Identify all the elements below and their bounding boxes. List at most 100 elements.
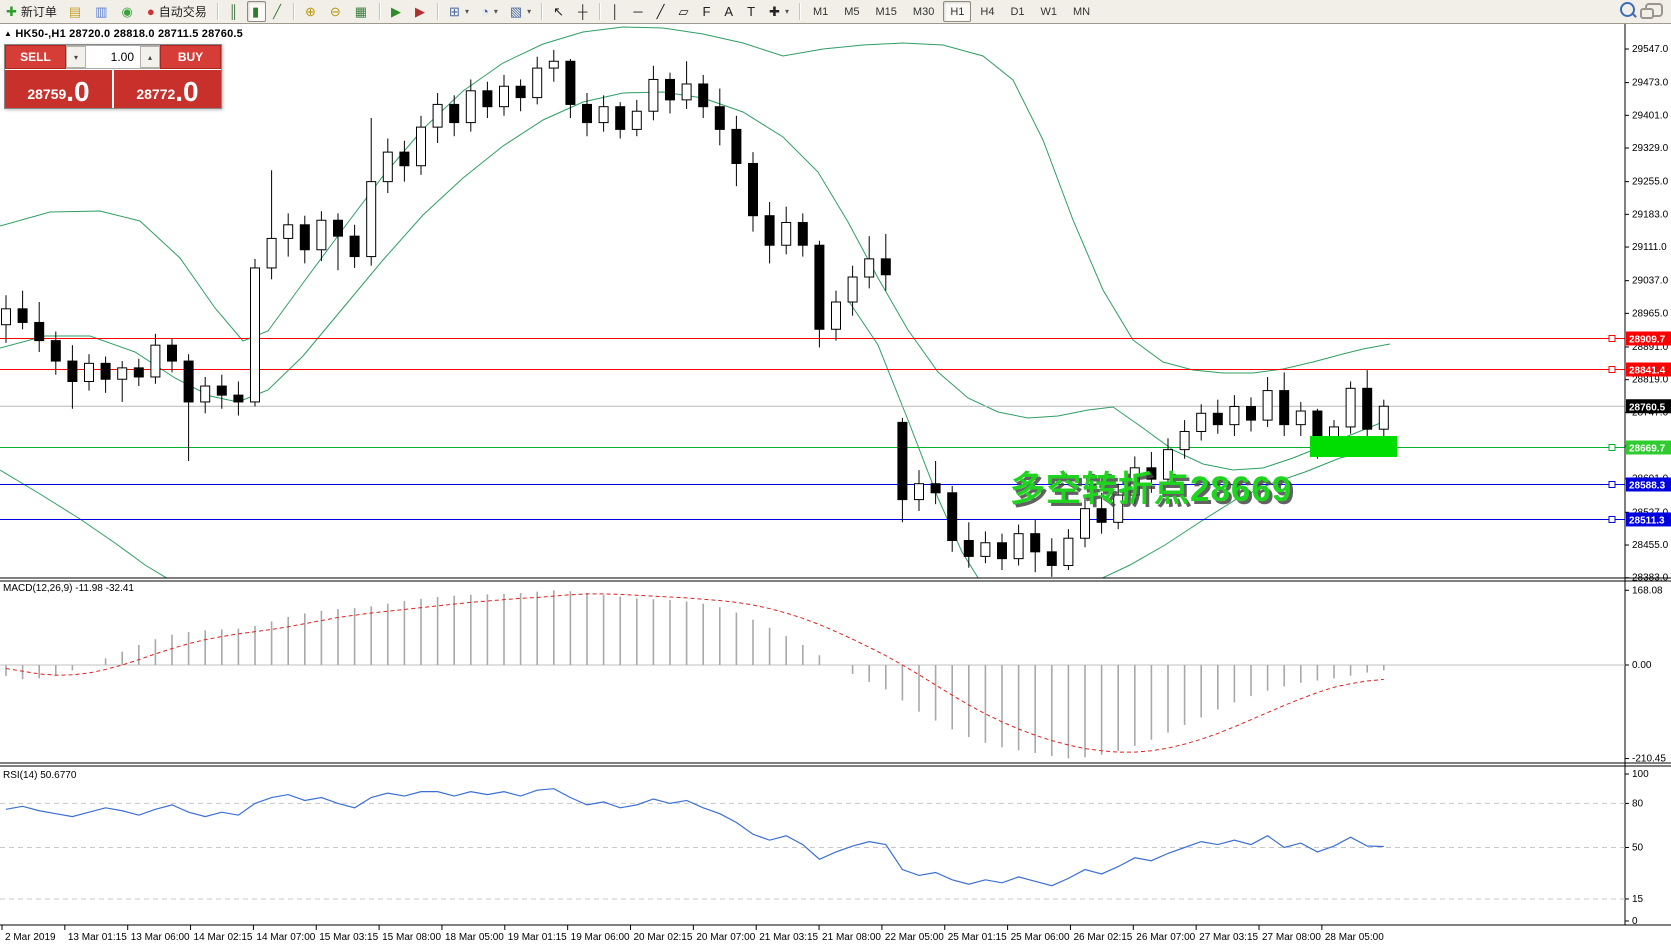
rsi-axis-label: 50 [1632, 843, 1644, 854]
cursor-button[interactable]: ↖ [548, 1, 571, 22]
buy-button[interactable]: BUY [160, 45, 221, 69]
line-handle[interactable] [1608, 334, 1616, 342]
fibonacci-button[interactable]: F [697, 1, 717, 22]
candle-body [250, 267, 260, 403]
autotrade-button[interactable]: ● 自动交易 [142, 1, 212, 22]
candle-body [1030, 533, 1041, 553]
chart-canvas[interactable]: 29547.0 29473.0 29401.0 29329.0 29255.0 29183… [0, 24, 1671, 949]
chevron-down-icon[interactable]: ▾ [784, 7, 789, 16]
candle-body [1163, 449, 1173, 480]
tile-windows-icon: ▦ [354, 4, 368, 19]
search-icon[interactable] [1620, 2, 1635, 17]
chart-window[interactable]: 29547.0 29473.0 29401.0 29329.0 29255.0 29183… [0, 24, 1671, 949]
time-axis-label: 13 Mar 06:00 [131, 932, 190, 943]
line-handle[interactable] [1608, 515, 1616, 523]
bar-chart-button[interactable]: ║ [224, 1, 245, 22]
candle-body [50, 340, 61, 362]
candle-body [316, 219, 327, 251]
green-rect-object[interactable] [1310, 436, 1397, 457]
chevron-down-icon[interactable]: ▾ [493, 7, 498, 16]
buy-price-box[interactable]: 28772.0 [114, 70, 221, 108]
price-tick-label: 29183.0 [1632, 209, 1669, 220]
timeframe-button-w1[interactable]: W1 [1040, 5, 1058, 18]
symbol-ohlc-text: HK50-,H1 28720.0 28818.0 28711.5 28760.5 [15, 28, 243, 40]
main-pane[interactable] [0, 26, 1625, 581]
candle-body [382, 151, 393, 183]
candle-body [548, 60, 559, 69]
profiles-button[interactable]: ▤ [64, 1, 88, 22]
zoom-in-button[interactable]: ⊕ [300, 1, 323, 22]
candle-body [84, 362, 94, 383]
volume-up-button[interactable]: ▴ [140, 46, 160, 68]
timeframe-button-mn[interactable]: MN [1073, 5, 1091, 18]
templates-button[interactable]: ▧ ▾ [505, 1, 536, 22]
chart-shift-button[interactable]: ▶ [410, 1, 432, 22]
hline-button[interactable]: ─ [628, 1, 649, 22]
trendline-button[interactable]: ╱ [652, 1, 672, 22]
new-chart-button[interactable]: ⊞ ▾ [444, 1, 474, 22]
line-chart-button[interactable]: ╱ [268, 1, 288, 22]
signals-button[interactable]: ◉ [117, 1, 140, 22]
volume-stepper[interactable]: ▾ 1.00 ▴ [66, 45, 160, 69]
one-click-trade-panel[interactable]: SELL ▾ 1.00 ▴ BUY 28759.0 28772.0 [4, 44, 222, 109]
candle-body [831, 301, 841, 330]
new-order-button[interactable]: ✚ 新订单 [1, 1, 62, 22]
chevron-down-icon[interactable]: ▾ [527, 7, 532, 16]
arrows-button[interactable]: ✚ ▾ [764, 1, 794, 22]
time-axis-label: 13 Mar 01:15 [68, 932, 127, 943]
chart-text-annotation[interactable]: 多空转折点28669 [1010, 470, 1293, 509]
line-handle[interactable] [1608, 480, 1616, 488]
candle-body [897, 421, 908, 501]
arrows-icon: ✚ [769, 4, 780, 19]
candle-body [864, 258, 875, 278]
chat-icon[interactable] [1640, 2, 1663, 19]
toolbar-separator [379, 3, 382, 20]
candle-body [399, 151, 410, 167]
timeframe-button-m30[interactable]: M30 [912, 5, 935, 18]
buy-price-main: 28772 [136, 86, 176, 102]
timeframe-button-m15[interactable]: M15 [875, 5, 897, 18]
volume-value[interactable]: 1.00 [86, 46, 140, 68]
line-handle[interactable] [1608, 444, 1616, 452]
volume-down-button[interactable]: ▾ [66, 46, 86, 68]
price-tick-label: 29255.0 [1632, 177, 1669, 188]
candle-body [432, 103, 443, 128]
timeframe-button-d1[interactable]: D1 [1010, 5, 1025, 18]
fibonacci-icon: F [702, 4, 711, 19]
sell-button[interactable]: SELL [5, 45, 66, 69]
candle-body [748, 162, 758, 217]
market-watch-button[interactable]: ▥ [90, 1, 114, 22]
price-line-label-text: 28841.4 [1629, 366, 1666, 377]
channel-icon: ▱ [678, 4, 689, 19]
sell-price-box[interactable]: 28759.0 [5, 70, 112, 108]
timeframe-button-m1[interactable]: M1 [812, 5, 829, 18]
candle-body [1246, 405, 1256, 421]
timeframe-button-h1[interactable]: H1 [943, 1, 972, 22]
candle-body [216, 385, 227, 396]
candle-body [914, 483, 924, 501]
zoom-out-button[interactable]: ⊖ [325, 1, 348, 22]
line-handle[interactable] [1608, 366, 1616, 374]
candle-body [582, 103, 592, 124]
chevron-down-icon[interactable]: ▾ [464, 7, 469, 16]
periods-button[interactable]: ◔ ▾ [476, 1, 503, 22]
text-button[interactable]: A [719, 1, 740, 22]
candle-body [1113, 494, 1124, 523]
time-axis-label: 28 Mar 05:00 [1325, 932, 1384, 943]
candlestick-button[interactable]: ▮ [246, 1, 267, 22]
vline-button[interactable]: │ [606, 1, 626, 22]
auto-scroll-button[interactable]: ▶ [386, 1, 408, 22]
channel-button[interactable]: ▱ [673, 1, 695, 22]
timeframe-button-m5[interactable]: M5 [844, 5, 860, 18]
crosshair-icon: ┼ [578, 4, 588, 19]
tile-windows-button[interactable]: ▦ [350, 1, 374, 22]
crosshair-button[interactable]: ┼ [573, 1, 594, 22]
price-tick-label: 28455.0 [1632, 540, 1669, 551]
candle-body [482, 90, 493, 108]
rsi-axis-label: 80 [1632, 798, 1644, 809]
timeframe-button-h4[interactable]: H4 [980, 5, 995, 18]
candle-body [947, 492, 958, 541]
label-button[interactable]: T [742, 1, 762, 22]
candle-body [930, 483, 941, 494]
time-axis-label: 25 Mar 01:15 [948, 932, 1007, 943]
